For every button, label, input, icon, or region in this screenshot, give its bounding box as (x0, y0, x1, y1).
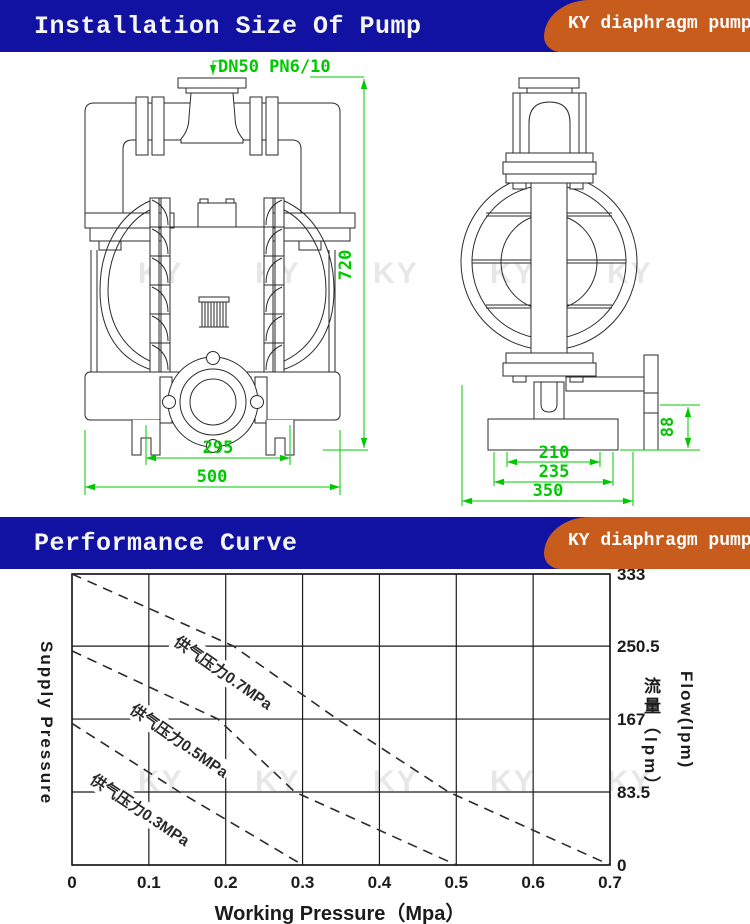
dim-label-front-inner: 295 (203, 438, 234, 458)
y-tick-label: 333 (617, 569, 645, 584)
x-tick-label: 0.3 (291, 873, 315, 892)
x-tick-label: 0.4 (368, 873, 392, 892)
svg-text:KY: KY (490, 257, 536, 290)
svg-text:KY: KY (607, 257, 653, 290)
performance-chart-plot: KY KY KY KY KY0 0.1 0.2 0.3 0.4 0.5 0.6 0.7333250.5… (67, 569, 660, 892)
y-tick-label: 250.5 (617, 637, 660, 656)
pump-front-view (85, 78, 355, 455)
watermark: KY (490, 765, 536, 798)
dim-label-side-outlet: 88 (658, 417, 678, 437)
y-axis-label-right-cn: 流量（lpm） (641, 677, 660, 797)
header-installation: Installation Size Of Pump KY diaphragm p… (0, 0, 750, 52)
x-axis-label: Working Pressure（Mpa） (214, 903, 466, 924)
brand-badge: KY diaphragm pump (544, 0, 750, 52)
dim-label-side-overall: 350 (533, 481, 564, 501)
pump-side-view (461, 78, 658, 450)
pump-installation-drawing: KY KY KY KY KY (0, 57, 750, 517)
x-tick-label: 0.6 (521, 873, 545, 892)
brand-badge-2: KY diaphragm pump (544, 517, 750, 569)
page-title-installation: Installation Size Of Pump (34, 12, 422, 41)
x-tick-label: 0.7 (598, 873, 622, 892)
y-tick-label: 167 (617, 710, 645, 729)
y-tick-label: 83.5 (617, 783, 650, 802)
brand-badge-2-label: KY diaphragm pump (568, 531, 750, 551)
page-title-performance: Performance Curve (34, 529, 298, 558)
x-tick-label: 0.5 (444, 873, 468, 892)
x-tick-label: 0.2 (214, 873, 238, 892)
inlet-spec-label: DN50 PN6/10 (218, 57, 331, 77)
dim-label-height: 720 (336, 250, 356, 281)
curve-供气压力0.3MPa (71, 722, 304, 866)
dim-label-side-mid: 235 (539, 462, 570, 482)
dimensions: DN50 PN6/10 720 295 500 88 210 235 (85, 57, 700, 506)
performance-chart: KY KY KY KY KY 0 0.1 0.2 0.3 0.4 0.5 0.6 0.7 333 250.5… (0, 569, 750, 924)
curve-供气压力0.5MPa (71, 650, 457, 866)
spline-shaft (199, 297, 229, 327)
y-axis-label-right-en: Flow(lpm) (677, 671, 696, 770)
x-tick-label: 0 (67, 873, 76, 892)
svg-text:KY: KY (373, 257, 419, 290)
y-axis-label-left: Supply Pressure (37, 641, 56, 806)
brand-badge-label: KY diaphragm pump (568, 14, 750, 34)
x-tick-label: 0.1 (137, 873, 161, 892)
watermark: KY (607, 765, 653, 798)
y-tick-label: 0 (617, 856, 626, 875)
header-performance: Performance Curve KY diaphragm pump (0, 517, 750, 569)
dim-label-front-overall: 500 (197, 467, 228, 487)
dim-label-side-inner: 210 (539, 443, 570, 463)
watermark: KY (255, 765, 301, 798)
watermark-row-drawing: KY KY KY KY KY (138, 257, 653, 290)
curve-供气压力0.7MPa (71, 573, 611, 866)
